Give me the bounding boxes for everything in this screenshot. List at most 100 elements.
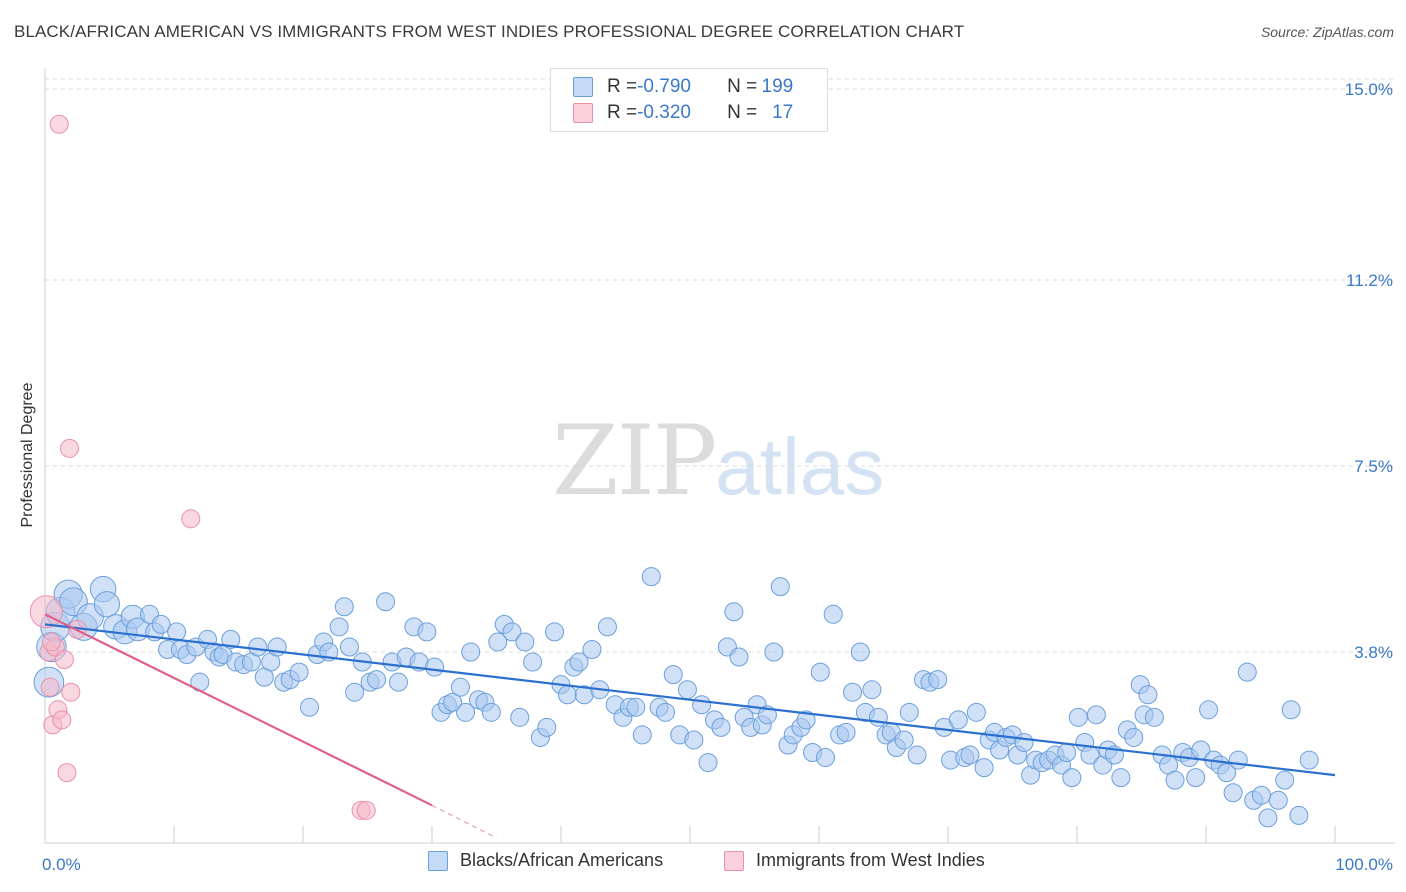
legend-swatch-blacks [428,850,448,871]
point-blacks [481,702,501,722]
point-blacks [289,662,309,682]
correlation-legend: R = -0.790 N = 199 R = -0.320 N = 17 [550,68,828,132]
point-blacks [425,657,445,677]
point-west-indies [40,677,60,697]
point-blacks [248,637,268,657]
point-blacks [1258,808,1278,828]
point-blacks [729,647,749,667]
x-tick-label: 100.0% [1335,855,1393,874]
point-blacks [450,677,470,697]
point-west-indies [60,438,80,458]
point-blacks [655,702,675,722]
point-blacks [582,639,602,659]
point-blacks [367,670,387,690]
point-west-indies [181,509,201,529]
point-blacks [698,753,718,773]
point-blacks [894,730,914,750]
point-blacks [339,637,359,657]
point-blacks [376,592,396,612]
point-blacks [417,622,437,642]
point-blacks [1289,805,1309,825]
point-blacks [597,617,617,637]
point-blacks [1057,743,1077,763]
point-blacks [329,617,349,637]
point-blacks [461,642,481,662]
point-blacks [770,577,790,597]
point-west-indies [356,800,376,820]
x-tick-label: 0.0% [42,855,81,874]
point-west-indies [52,710,72,730]
legend-r-label: R = [607,76,638,97]
legend-item-blacks: Blacks/African Americans [428,850,663,871]
point-blacks [764,642,784,662]
point-blacks [488,632,508,652]
point-blacks [1217,763,1237,783]
point-blacks [1223,783,1243,803]
point-west-indies [29,595,63,629]
point-blacks [823,604,843,624]
point-blacks [711,717,731,737]
point-blacks [545,622,565,642]
point-blacks [1014,732,1034,752]
point-blacks [974,758,994,778]
point-blacks [907,745,927,765]
point-blacks [796,710,816,730]
point-blacks [1124,727,1144,747]
point-blacks [569,652,589,672]
point-blacks [443,692,463,712]
point-blacks [1186,768,1206,788]
point-blacks [1144,707,1164,727]
point-west-indies [57,763,77,783]
point-blacks [93,591,121,618]
point-blacks [1062,768,1082,788]
y-tick-label: 15.0% [1345,80,1393,99]
point-blacks [334,597,354,617]
point-blacks [899,702,919,722]
point-blacks [1275,770,1295,790]
legend-n-value: 199 [761,76,794,97]
point-blacks [557,685,577,705]
series-legend: Blacks/African Americans Immigrants from… [0,850,1406,878]
point-blacks [626,697,646,717]
point-blacks [1268,790,1288,810]
point-blacks [510,707,530,727]
point-blacks [677,680,697,700]
legend-n-label: N = [727,76,758,97]
legend-r-value: -0.790 [637,76,691,97]
point-blacks [868,707,888,727]
point-blacks [1237,662,1257,682]
y-tick-label: 7.5% [1354,457,1393,476]
trendline-blacks [44,623,1336,777]
legend-label-west-indies: Immigrants from West Indies [756,850,985,870]
point-blacks [1086,705,1106,725]
point-west-indies [41,632,61,652]
legend-swatch-west-indies [573,103,593,123]
point-blacks [1281,700,1301,720]
point-blacks [1299,750,1319,770]
point-blacks [724,602,744,622]
point-west-indies [61,682,81,702]
point-blacks [1138,685,1158,705]
point-blacks [948,710,968,730]
point-blacks [1111,768,1131,788]
point-blacks [663,665,683,685]
trendline-west-indies [44,613,433,807]
point-blacks [523,652,543,672]
point-blacks [221,629,241,649]
point-blacks [632,725,652,745]
point-west-indies [54,650,74,670]
point-blacks [1251,785,1271,805]
point-blacks [1228,750,1248,770]
legend-row-west-indies: R = -0.320 N = 17 [573,101,793,125]
legend-r-label: R = [607,102,638,123]
point-blacks [1068,707,1088,727]
y-tick-label: 11.2% [1346,271,1393,290]
legend-label-blacks: Blacks/African Americans [460,850,664,870]
point-blacks [1165,770,1185,790]
legend-row-blacks: R = -0.790 N = 199 [573,75,793,99]
point-blacks [641,567,661,587]
point-blacks [836,722,856,742]
chart-title: BLACK/AFRICAN AMERICAN VS IMMIGRANTS FRO… [14,22,965,41]
point-blacks [684,730,704,750]
